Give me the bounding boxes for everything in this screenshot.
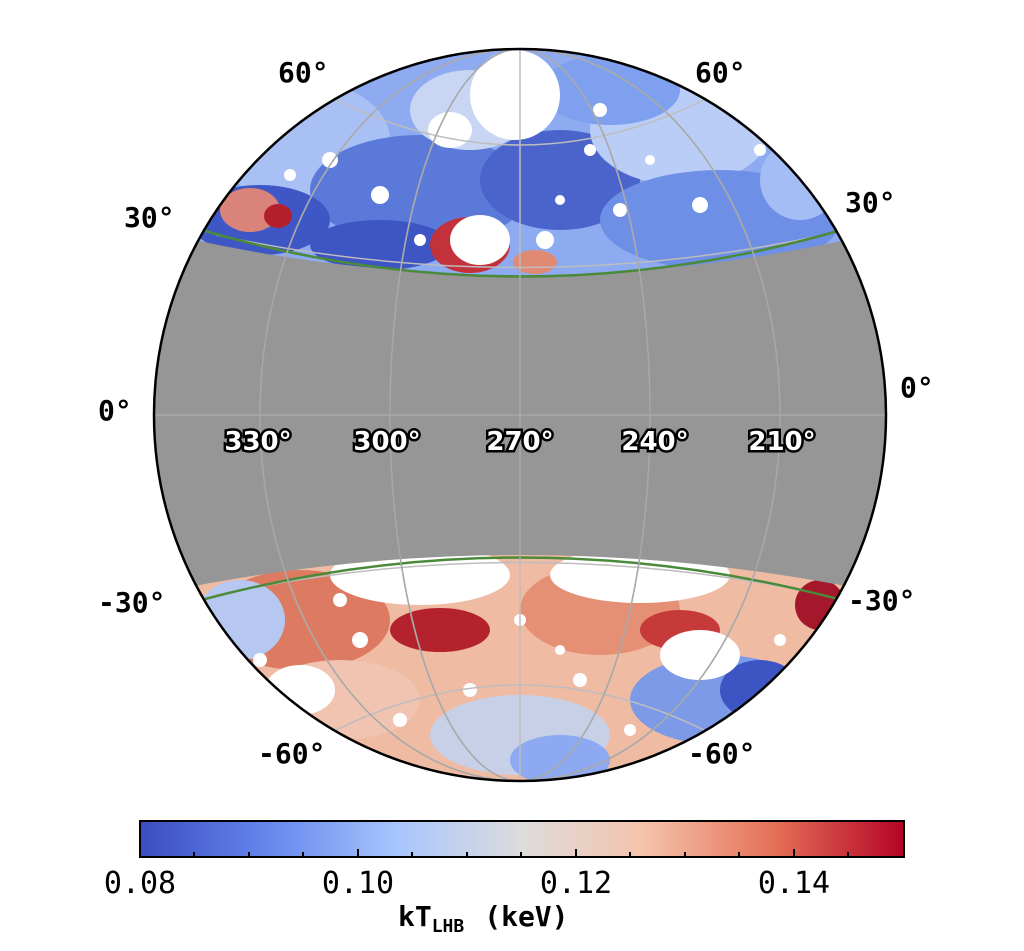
- lon-label-300: 300°: [353, 427, 420, 457]
- colorbar-tick-label-0: 0.08: [104, 866, 176, 901]
- map-outline: [152, 47, 888, 783]
- colorbar-tick-label-2: 0.12: [540, 866, 612, 901]
- lat-label-s30-left: -30°: [98, 586, 165, 619]
- lat-label-n30-right: 30°: [845, 186, 896, 219]
- band-graticule: [154, 49, 886, 781]
- lat-label-s60-right: -60°: [688, 737, 755, 770]
- colorbar-title-sub: LHB: [432, 916, 465, 937]
- colorbar-ticks: [139, 849, 849, 857]
- colorbar-title-main: kT: [398, 900, 432, 933]
- lon-label-210: 210°: [748, 427, 815, 457]
- colorbar-gradient: [139, 820, 905, 858]
- lat-label-n30-left: 30°: [124, 201, 175, 234]
- colorbar-tick-label-3: 0.14: [758, 866, 830, 901]
- colorbar: 0.08 0.10 0.12 0.14 kTLHB (keV): [104, 820, 905, 937]
- lat-label-n60-right: 60°: [695, 56, 746, 89]
- lon-labels: 330° 300° 270° 240° 210°: [222, 425, 818, 460]
- colorbar-tick-label-1: 0.10: [322, 866, 394, 901]
- lon-label-330: 330°: [224, 427, 291, 457]
- lat-label-0-left: 0°: [98, 394, 132, 427]
- lon-label-240: 240°: [621, 427, 688, 457]
- lat-label-s60-left: -60°: [258, 737, 325, 770]
- lat-label-n60-left: 60°: [278, 56, 329, 89]
- colorbar-title-unit: (keV): [484, 900, 568, 933]
- lat-label-0-right: 0°: [900, 371, 934, 404]
- colorbar-title: kTLHB (keV): [398, 900, 569, 937]
- lat-label-s30-right: -30°: [848, 584, 915, 617]
- lat-labels: 60° 60° 30° 30° 0° 0° -30° -30° -60° -60…: [98, 56, 934, 770]
- lon-label-270: 270°: [486, 427, 553, 457]
